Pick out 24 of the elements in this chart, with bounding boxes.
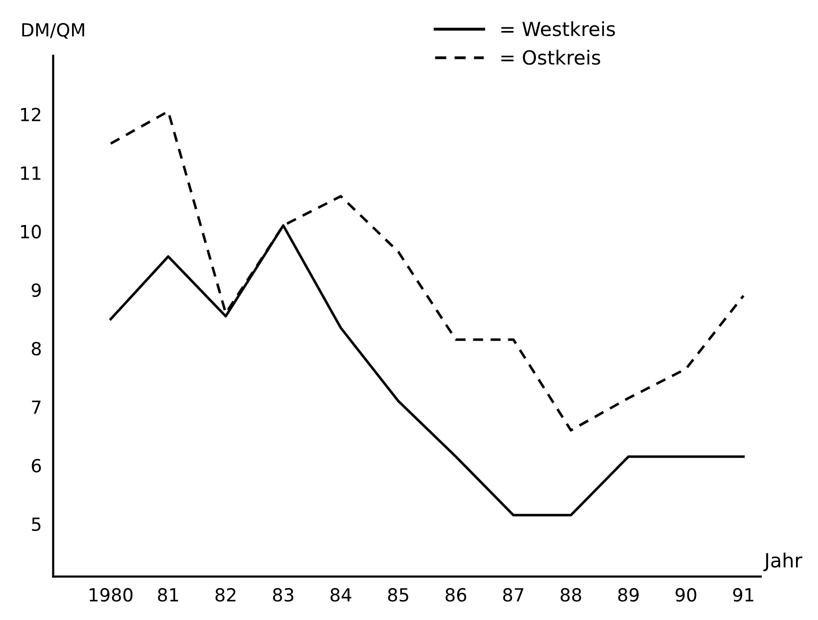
x-tick-label: 84 (330, 588, 352, 602)
y-tick-label: 8 (32, 342, 41, 356)
y-tick-label: 10 (21, 224, 41, 238)
x-axis-title: Jahr (763, 552, 802, 572)
y-tick-label: 11 (21, 166, 40, 180)
y-axis-title: DM/QM (22, 23, 84, 39)
x-tick-label: 89 (618, 588, 639, 602)
y-tick-label: 12 (21, 108, 40, 122)
x-tick-label: 85 (388, 588, 408, 602)
legend-label: = Ostkreis (501, 50, 600, 65)
x-tick-label: 91 (733, 588, 754, 602)
y-tick-label: 5 (32, 518, 40, 532)
x-tick-label: 90 (676, 588, 696, 602)
x-tick-label: 1980 (90, 588, 132, 602)
x-tick-label: 82 (215, 588, 236, 602)
y-tick-label: 9 (32, 283, 41, 297)
y-tick-label: 6 (32, 458, 41, 473)
x-tick-label: 81 (158, 588, 178, 602)
x-tick-label: 83 (273, 588, 294, 602)
legend-label: = Westkreis (501, 21, 615, 36)
x-tick-label: 88 (560, 588, 582, 602)
x-tick-label: 87 (503, 588, 524, 602)
x-tick-label: 86 (446, 588, 466, 602)
y-tick-label: 7 (32, 400, 41, 414)
